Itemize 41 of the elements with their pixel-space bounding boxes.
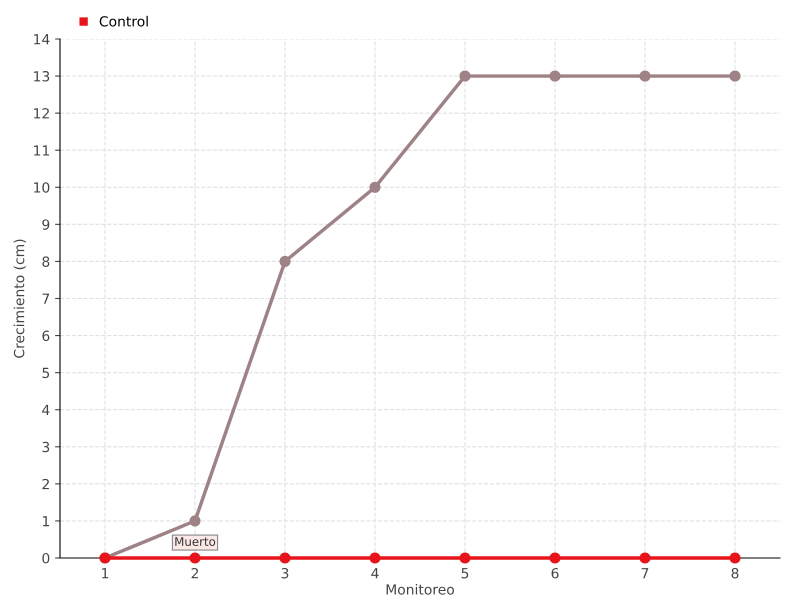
x-tick-label: 6 [552, 568, 559, 578]
y-tick-label: 11 [34, 145, 49, 156]
point [639, 70, 651, 82]
point [459, 552, 471, 564]
y-tick-label: 1 [42, 516, 49, 526]
point [729, 552, 741, 564]
legend-label: Control [100, 16, 148, 27]
point [459, 70, 471, 82]
x-tick-label: 2 [192, 568, 198, 578]
x-tick-label: 1 [102, 568, 108, 578]
y-tick-label: 13 [34, 71, 50, 82]
point [729, 70, 741, 82]
y-tick-label: 4 [42, 404, 50, 415]
x-tick-label: 7 [642, 568, 648, 578]
y-tick-label: 6 [42, 330, 50, 342]
point [369, 182, 381, 193]
y-tick-label: 12 [34, 108, 49, 118]
x-tick-label: 4 [371, 568, 379, 578]
point [279, 256, 291, 267]
y-tick-label: 5 [42, 368, 50, 378]
y-tick-label: 10 [34, 182, 50, 193]
y-tick-label: 14 [34, 34, 50, 44]
point [189, 515, 201, 526]
point [279, 552, 291, 564]
y-axis-title: Crecimiento (cm) [14, 240, 26, 358]
y-tick-label: 7 [42, 294, 50, 304]
point [189, 552, 201, 564]
point [549, 552, 561, 564]
x-tick-label: 3 [282, 568, 288, 578]
y-tick-label: 3 [42, 442, 50, 452]
y-tick-label: 2 [42, 478, 49, 490]
point [639, 552, 651, 564]
annotation: Muerto [175, 537, 216, 546]
point [369, 552, 381, 564]
x-axis-title: Monitoreo [386, 584, 454, 595]
y-tick-label: 9 [42, 219, 50, 230]
y-tick-label: 8 [42, 256, 50, 267]
y-tick-label: 0 [42, 552, 50, 564]
x-tick-label: 8 [732, 568, 738, 578]
point [549, 70, 561, 82]
x-tick-label: 5 [462, 568, 468, 578]
